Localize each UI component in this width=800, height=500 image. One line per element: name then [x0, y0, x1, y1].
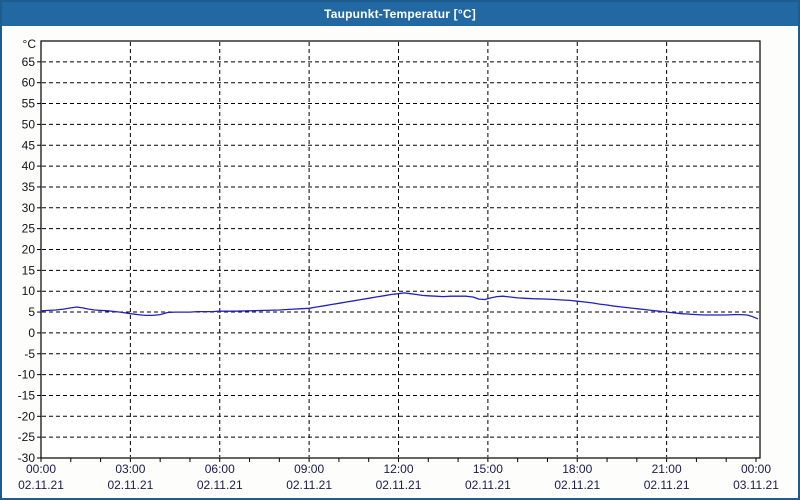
y-axis-label: -15: [18, 388, 36, 402]
y-axis-label: -10: [18, 368, 36, 382]
x-axis-time-label: 21:00: [652, 462, 682, 476]
x-axis-time-label: 09:00: [294, 462, 324, 476]
y-axis-label: 60: [22, 76, 36, 90]
page-title: Taupunkt-Temperatur [°C]: [324, 7, 476, 21]
y-axis-label: -30: [18, 451, 36, 465]
x-axis-time-label: 06:00: [205, 462, 235, 476]
x-axis-date-label: 02.11.21: [197, 478, 243, 492]
x-axis-date-label: 02.11.21: [286, 478, 332, 492]
plot-frame: [40, 40, 761, 459]
y-axis-label: 5: [28, 305, 35, 319]
y-axis-label: 25: [22, 222, 36, 236]
title-bar: Taupunkt-Temperatur [°C]: [2, 2, 798, 26]
y-axis-label: 30: [22, 201, 36, 215]
y-axis-label: 15: [22, 263, 36, 277]
y-axis-label: 40: [22, 159, 36, 173]
y-axis-label: -25: [18, 430, 36, 444]
x-axis-date-label: 02.11.21: [376, 478, 422, 492]
y-axis-label: 20: [22, 243, 36, 257]
x-axis-date-label: 02.11.21: [554, 478, 600, 492]
y-axis-label: 0: [28, 326, 35, 340]
y-axis-label: 10: [22, 284, 36, 298]
y-axis-label: 35: [22, 180, 36, 194]
x-axis-date-label: 02.11.21: [18, 478, 64, 492]
x-axis-time-label: 12:00: [383, 462, 413, 476]
x-axis-time-label: 03:00: [115, 462, 145, 476]
y-axis-label: -20: [18, 409, 36, 423]
y-axis-unit-label: °C: [23, 37, 37, 51]
x-axis-time-label: 00:00: [26, 462, 56, 476]
dew-point-line: [40, 292, 759, 320]
x-axis-date-label: 03.11.21: [733, 478, 779, 492]
x-axis-date-label: 02.11.21: [107, 478, 153, 492]
y-axis-label: 55: [22, 97, 36, 111]
y-axis-label: -5: [24, 347, 35, 361]
x-axis-time-label: 18:00: [562, 462, 592, 476]
y-axis-label: 50: [22, 117, 36, 131]
y-axis-label: 65: [22, 55, 36, 69]
y-axis-label: 45: [22, 138, 36, 152]
x-axis-date-label: 02.11.21: [465, 478, 511, 492]
x-axis-time-label: 15:00: [473, 462, 503, 476]
x-axis-time-label: 00:00: [741, 462, 771, 476]
x-axis-date-label: 02.11.21: [644, 478, 690, 492]
